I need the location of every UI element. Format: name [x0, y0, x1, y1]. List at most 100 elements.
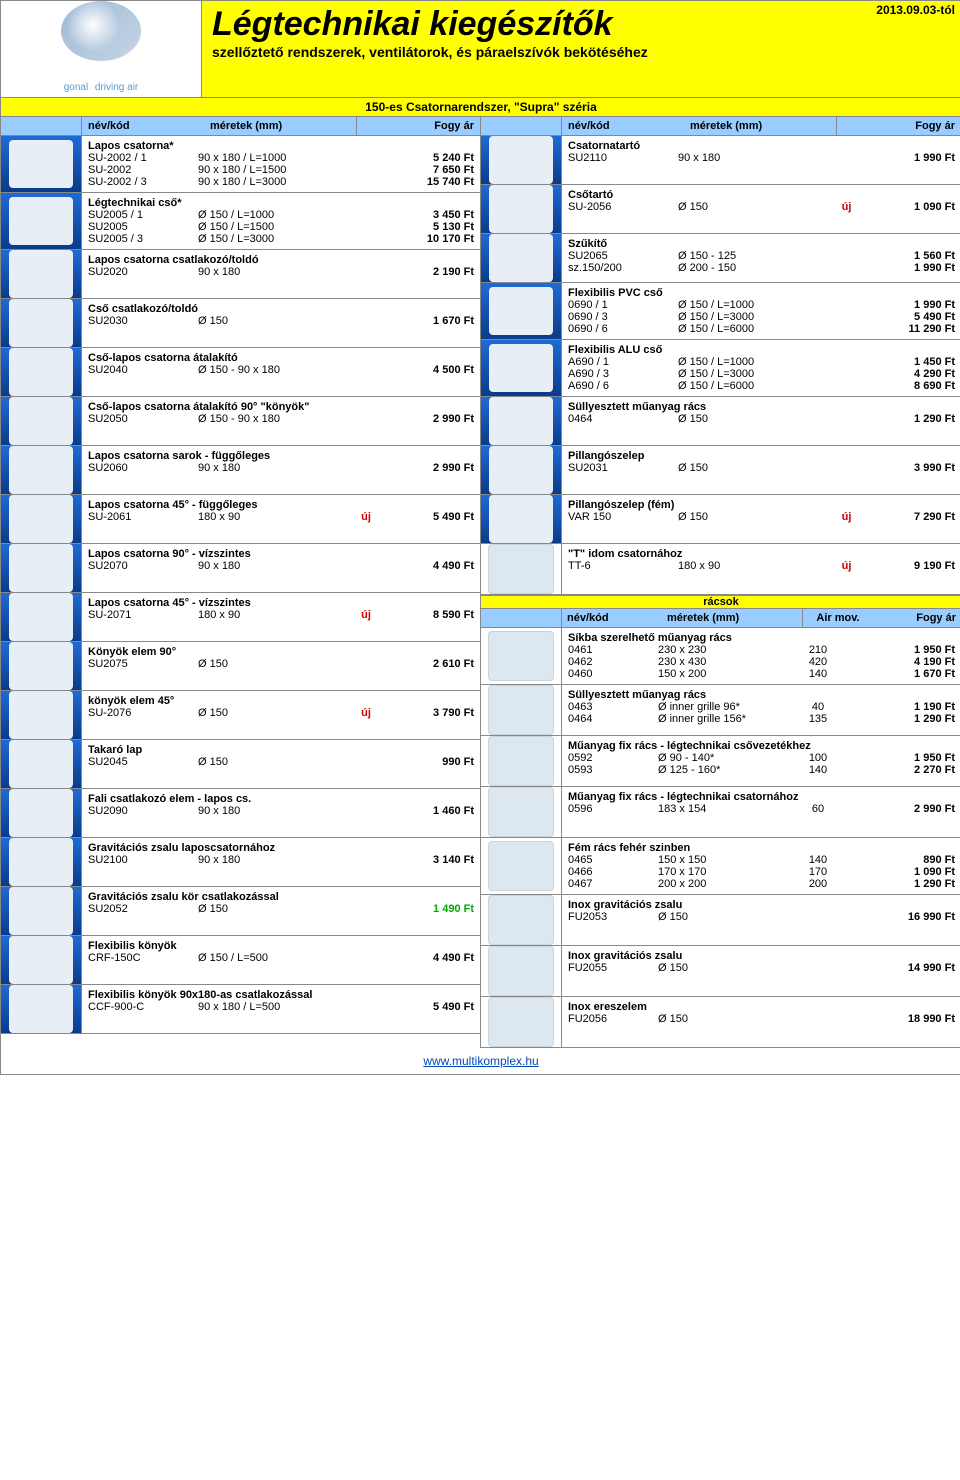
code: FU2055: [568, 962, 658, 974]
product-image: [1, 740, 82, 788]
code: SU-2071: [88, 609, 198, 621]
product-image: [481, 283, 562, 339]
code: SU2065: [568, 250, 678, 262]
product-group: Süllyesztett műanyag rács0463Ø inner gri…: [481, 685, 960, 736]
product-info: könyök elem 45°SU-2076Ø 150új3 790 Ft: [82, 691, 480, 739]
code: SU-2002 / 3: [88, 176, 198, 188]
product-title: Flexibilis PVC cső: [568, 287, 955, 299]
product-row: FU2055Ø 15014 990 Ft: [568, 962, 955, 974]
air: 140: [788, 764, 848, 776]
price: 2 190 Ft: [394, 266, 474, 278]
dim: Ø 150 / L=6000: [678, 323, 818, 335]
dim: Ø 150 - 90 x 180: [198, 413, 338, 425]
product-row: 0690 / 6Ø 150 / L=600011 290 Ft: [568, 323, 955, 335]
product-row: SU2005Ø 150 / L=15005 130 Ft: [88, 221, 474, 233]
price: 2 610 Ft: [394, 658, 474, 670]
product-title: Flexibilis könyök: [88, 940, 474, 952]
product-title: Gravitációs zsalu kör csatlakozással: [88, 891, 474, 903]
price: 2 270 Ft: [848, 764, 955, 776]
price: 890 Ft: [848, 854, 955, 866]
dim: 180 x 90: [198, 609, 338, 621]
product-row: SU-2071180 x 90új8 590 Ft: [88, 609, 474, 621]
product-row: 0464Ø inner grille 156*1351 290 Ft: [568, 713, 955, 725]
product-title: Lapos csatorna 90° - vízszintes: [88, 548, 474, 560]
code: SU2070: [88, 560, 198, 572]
price: 1 990 Ft: [875, 152, 955, 164]
price: 5 130 Ft: [394, 221, 474, 233]
product-info: Gravitációs zsalu kör csatlakozássalSU20…: [82, 887, 480, 935]
product-image: [481, 544, 562, 594]
product-row: 0465150 x 150140890 Ft: [568, 854, 955, 866]
product-group: Fém rács fehér szinben0465150 x 15014089…: [481, 838, 960, 895]
dim: 150 x 200: [658, 668, 788, 680]
price: 4 490 Ft: [394, 560, 474, 572]
product-title: Szűkítő: [568, 238, 955, 250]
price: 2 990 Ft: [394, 462, 474, 474]
product-row: TT-6180 x 90új9 190 Ft: [568, 560, 955, 572]
new-badge: új: [818, 560, 875, 572]
price: 8 590 Ft: [394, 609, 474, 621]
product-group: "T" idom csatornáhozTT-6180 x 90új9 190 …: [481, 544, 960, 595]
price: 3 790 Ft: [394, 707, 474, 719]
code: 0690 / 3: [568, 311, 678, 323]
dim: Ø 150 / L=1000: [198, 209, 338, 221]
product-group: Inox ereszelemFU2056Ø 15018 990 Ft: [481, 997, 960, 1048]
product-group: Műanyag fix rács - légtechnikai csővezet…: [481, 736, 960, 787]
footer-link[interactable]: www.multikomplex.hu: [423, 1054, 538, 1068]
price: 4 500 Ft: [394, 364, 474, 376]
page-subtitle: szellőztető rendszerek, ventilátorok, és…: [212, 44, 951, 60]
footer: www.multikomplex.hu: [1, 1048, 960, 1074]
product-group: Gravitációs zsalu laposcsatornáhozSU2100…: [1, 838, 480, 887]
product-info: Lapos csatorna 45° - függőlegesSU-206118…: [82, 495, 480, 543]
product-row: 0462230 x 4304204 190 Ft: [568, 656, 955, 668]
price: 1 290 Ft: [875, 413, 955, 425]
price: 5 490 Ft: [394, 511, 474, 523]
code: CCF-900-C: [88, 1001, 198, 1013]
air: 40: [788, 701, 848, 713]
product-info: Gravitációs zsalu laposcsatornáhozSU2100…: [82, 838, 480, 886]
price: 11 290 Ft: [875, 323, 955, 335]
code: 0465: [568, 854, 658, 866]
header: gonal driving air 2013.09.03-tól Légtech…: [1, 1, 960, 98]
product-group: Síkba szerelhető műanyag rács0461230 x 2…: [481, 628, 960, 685]
dim: 180 x 90: [198, 511, 338, 523]
product-title: Inox ereszelem: [568, 1001, 955, 1013]
product-info: Műanyag fix rács - légtechnikai csővezet…: [562, 736, 960, 786]
product-group: Lapos csatorna 45° - függőlegesSU-206118…: [1, 495, 480, 544]
price: 3 990 Ft: [875, 462, 955, 474]
product-info: Inox gravitációs zsaluFU2053Ø 15016 990 …: [562, 895, 960, 945]
brand-text: gonal: [64, 82, 88, 93]
product-info: Flexibilis könyök 90x180-as csatlakozáss…: [82, 985, 480, 1033]
product-group: SzűkítőSU2065Ø 150 - 1251 560 Ftsz.150/2…: [481, 234, 960, 283]
code: 0464: [568, 713, 658, 725]
product-image: [1, 642, 82, 690]
dim: 90 x 180: [198, 805, 338, 817]
product-row: SU2075Ø 1502 610 Ft: [88, 658, 474, 670]
product-info: Cső csatlakozó/toldóSU2030Ø 1501 670 Ft: [82, 299, 480, 347]
code: SU2020: [88, 266, 198, 278]
dim: Ø 150: [678, 413, 818, 425]
product-group: Fali csatlakozó elem - lapos cs.SU209090…: [1, 789, 480, 838]
product-title: Cső csatlakozó/toldó: [88, 303, 474, 315]
code: SU2050: [88, 413, 198, 425]
dim: Ø 150: [658, 911, 788, 923]
product-title: Műanyag fix rács - légtechnikai csővezet…: [568, 740, 955, 752]
brand-tag: driving air: [95, 82, 138, 93]
dim: 90 x 180: [198, 266, 338, 278]
product-group: Lapos csatorna 45° - vízszintesSU-207118…: [1, 593, 480, 642]
code: SU2005: [88, 221, 198, 233]
product-title: Csőtartó: [568, 189, 955, 201]
product-info: SzűkítőSU2065Ø 150 - 1251 560 Ftsz.150/2…: [562, 234, 960, 282]
price: 1 090 Ft: [848, 866, 955, 878]
product-image: [481, 446, 562, 494]
air: 420: [788, 656, 848, 668]
product-info: Fali csatlakozó elem - lapos cs.SU209090…: [82, 789, 480, 837]
rth-price: Fogy ár: [873, 609, 960, 627]
product-row: 0690 / 1Ø 150 / L=10001 990 Ft: [568, 299, 955, 311]
product-title: Cső-lapos csatorna átalakító: [88, 352, 474, 364]
product-row: SU2040Ø 150 - 90 x 1804 500 Ft: [88, 364, 474, 376]
product-group: Lapos csatorna sarok - függőlegesSU20609…: [1, 446, 480, 495]
price: 1 950 Ft: [848, 644, 955, 656]
product-row: VAR 150Ø 150új7 290 Ft: [568, 511, 955, 523]
catalog-page: gonal driving air 2013.09.03-tól Légtech…: [0, 0, 960, 1075]
